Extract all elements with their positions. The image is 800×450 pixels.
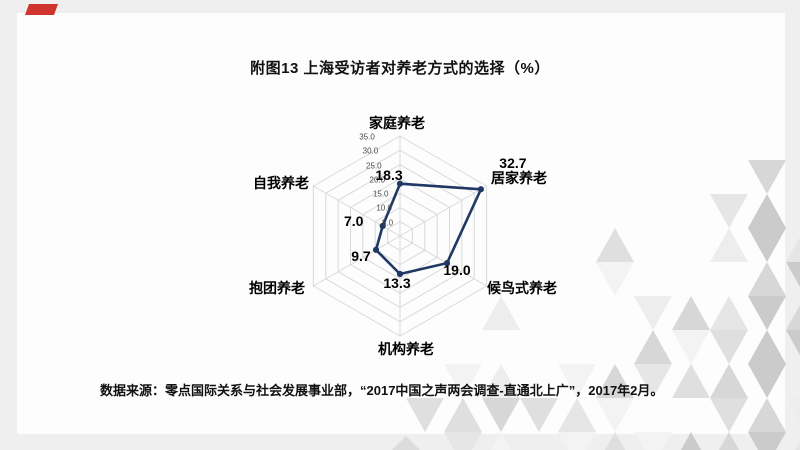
mosaic-triangle (786, 304, 800, 330)
mosaic-triangle (444, 432, 482, 450)
tick-label: 10.0 (376, 203, 392, 213)
mosaic-triangle (392, 436, 420, 450)
chart-title: 附图13 上海受访者对养老方式的选择（%） (250, 60, 550, 77)
mosaic-triangle (718, 432, 740, 450)
mosaic-triangle (786, 398, 800, 424)
mosaic-triangle (634, 432, 672, 450)
source-note: 数据来源：零点国际关系与社会发展事业部，“2017中国之声两会调查-直通北上广”… (100, 383, 664, 398)
value-label: 13.3 (383, 275, 411, 291)
category-label: 居家养老 (491, 170, 547, 186)
category-label: 机构养老 (378, 341, 434, 357)
tick-label: 30.0 (362, 146, 379, 156)
value-label: 7.0 (343, 213, 364, 229)
mosaic-triangle (490, 432, 512, 450)
value-label: 9.7 (351, 247, 371, 264)
category-label: 自我养老 (253, 175, 309, 191)
value-label: 18.3 (375, 166, 403, 183)
mosaic-triangle (786, 262, 800, 288)
mosaic-triangle (680, 432, 702, 450)
category-label: 抱团养老 (249, 280, 305, 296)
mosaic-triangle (786, 236, 800, 262)
tick-label: 5.0 (382, 218, 394, 228)
value-label: 19.0 (443, 262, 471, 279)
red-corner-accent (24, 4, 59, 15)
mosaic-triangle (748, 432, 786, 450)
tick-label: 15.0 (372, 189, 389, 199)
category-label: 家庭养老 (369, 115, 425, 131)
value-label: 32.7 (499, 155, 527, 172)
category-label: 候鸟式养老 (487, 280, 557, 296)
mosaic-triangle (604, 432, 626, 450)
mosaic-triangle (794, 440, 800, 450)
tick-label: 35.0 (359, 132, 375, 142)
mosaic-triangle (558, 432, 596, 450)
mosaic-triangle (786, 330, 800, 356)
